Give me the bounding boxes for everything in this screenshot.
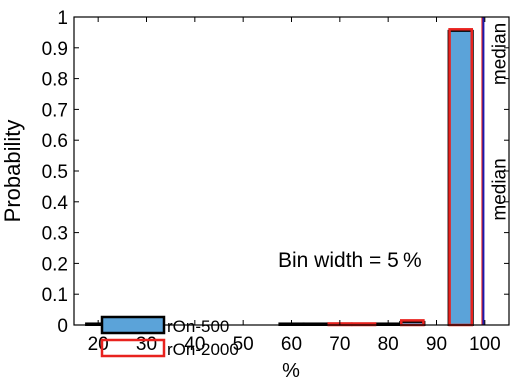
y-tick-label: 1 <box>57 8 68 29</box>
legend-label-ron-2000: rOn-2000 <box>167 340 239 359</box>
x-tick-label: 90 <box>426 334 447 355</box>
x-tick-label: 30 <box>136 334 157 355</box>
median-label-ron-2000: median <box>489 23 510 85</box>
median-label-ron-500: median <box>489 158 510 220</box>
y-tick-label: 0.3 <box>42 224 68 245</box>
bar-ron-500-95 <box>447 29 474 327</box>
y-tick-label: 0.9 <box>42 39 68 60</box>
plot-area <box>74 17 509 325</box>
y-tick-label: 0 <box>57 316 68 337</box>
y-axis-ticks: 0 0.1 0.2 0.3 0.4 0.5 0.6 0.7 0.8 0.9 1 <box>42 8 509 337</box>
x-tick-label: 70 <box>329 334 350 355</box>
y-tick-label: 0.7 <box>42 100 68 121</box>
x-tick-label: 20 <box>88 334 109 355</box>
y-tick-label: 0.4 <box>42 193 69 214</box>
y-tick-label: 0.2 <box>42 254 68 275</box>
legend-swatch-ron-2000 <box>100 338 166 358</box>
x-tick-label: 50 <box>233 334 254 355</box>
y-tick-label: 0.1 <box>42 285 68 306</box>
legend-label-ron-500: rOn-500 <box>167 317 229 336</box>
x-tick-label: 60 <box>281 334 302 355</box>
legend-swatch-ron-500 <box>100 315 166 335</box>
x-tick-label: 80 <box>378 334 399 355</box>
bin-width-annotation: Bin width = 5 % <box>278 249 422 272</box>
y-axis-label: Probability <box>0 120 25 223</box>
y-tick-label: 0.8 <box>42 70 68 91</box>
x-tick-label: 100 <box>469 334 501 355</box>
x-axis-label: % <box>282 360 300 382</box>
y-tick-label: 0.6 <box>42 131 68 152</box>
y-tick-label: 0.5 <box>42 162 68 183</box>
legend-entries: rOn-500 rOn-2000 <box>100 315 239 359</box>
x-tick-label: 40 <box>184 334 205 355</box>
